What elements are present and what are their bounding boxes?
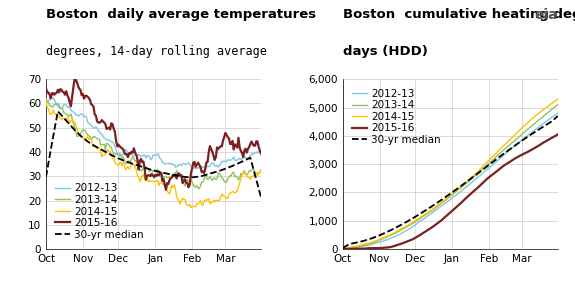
Legend: 2012-13, 2013-14, 2014-15, 2015-16, 30-yr median: 2012-13, 2013-14, 2014-15, 2015-16, 30-y… (348, 84, 444, 149)
Text: days (HDD): days (HDD) (343, 45, 428, 58)
Legend: 2012-13, 2013-14, 2014-15, 2015-16, 30-yr median: 2012-13, 2013-14, 2014-15, 2015-16, 30-y… (51, 179, 148, 244)
Text: Boston  daily average temperatures: Boston daily average temperatures (46, 8, 316, 22)
Text: eia: eia (534, 8, 558, 22)
Text: Boston  cumulative heating degree: Boston cumulative heating degree (343, 8, 575, 22)
Text: degrees, 14-day rolling average: degrees, 14-day rolling average (46, 45, 267, 58)
